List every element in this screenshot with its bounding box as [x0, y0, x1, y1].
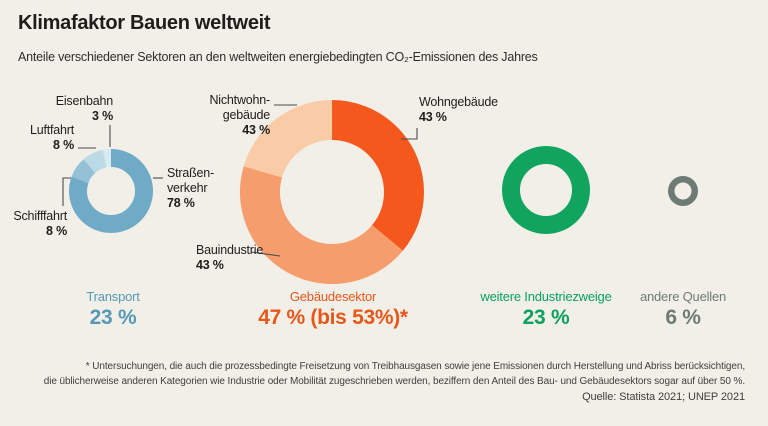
callout-nichtwohngebaeude: Nichtwohn- gebäude 43 % — [209, 93, 270, 138]
group-summary-andere-quellen: andere Quellen 6 % — [640, 289, 726, 330]
page-title: Klimafaktor Bauen weltweit — [18, 12, 271, 34]
callout-bauindustrie: Bauindustrie 43 % — [196, 243, 263, 273]
group-value-gebaeudesektor: 47 % (bis 53%)* — [258, 306, 408, 329]
donut-segment-bauindustrie — [240, 99, 424, 284]
callout-schifffahrt: Schifffahrt 8 % — [13, 209, 67, 239]
leader-line-schifffahrt — [62, 177, 71, 206]
group-label-andere-quellen: andere Quellen — [639, 289, 727, 304]
group-value-andere-quellen: 6 % — [665, 306, 701, 329]
leader-line-bauindustrie — [250, 251, 281, 257]
callout-luftfahrt-value: 8 % — [53, 138, 74, 152]
page-subtitle: Anteile verschiedener Sektoren an den we… — [18, 50, 538, 64]
group-value-transport: 23 % — [89, 306, 137, 329]
donut-segment-andere-quellen — [668, 176, 698, 206]
callout-strassenverkehr-value: 78 % — [167, 196, 195, 210]
callout-luftfahrt-label: Luftfahrt — [29, 123, 74, 137]
source-credit: Quelle: Statista 2021; UNEP 2021 — [582, 391, 745, 403]
leader-line-wohngebaeude — [401, 128, 418, 140]
callout-bauindustrie-label: Bauindustrie — [196, 243, 264, 257]
donut-segment-weitere-industriezweige — [502, 146, 590, 234]
callout-schifffahrt-label: Schifffahrt — [13, 209, 67, 223]
donut-segment-strassenverkehr — [69, 149, 153, 233]
callout-strassenverkehr: Straßen- verkehr 78 % — [167, 166, 214, 211]
callout-schifffahrt-value: 8 % — [46, 224, 67, 238]
group-summary-transport: Transport 23 % — [86, 289, 140, 330]
callout-strassenverkehr-label-1: Straßen- — [167, 166, 215, 180]
callout-luftfahrt: Luftfahrt 8 % — [30, 123, 74, 153]
callout-eisenbahn-value: 3 % — [92, 109, 113, 123]
callout-wohngebaeude-label: Wohngebäude — [419, 95, 498, 109]
callout-strassenverkehr-label-2: verkehr — [167, 181, 208, 195]
group-value-weitere-industriezweige: 23 % — [522, 306, 570, 329]
callout-nichtwohngebaeude-label-2: gebäude — [222, 108, 270, 122]
callout-wohngebaeude-value: 43 % — [419, 110, 447, 124]
donut-segment-luftfahrt — [69, 149, 153, 234]
group-label-gebaeudesektor: Gebäudesektor — [289, 289, 377, 304]
callout-eisenbahn: Eisenbahn 3 % — [56, 94, 113, 124]
group-label-weitere-industriezweige: weitere Industriezweige — [480, 289, 612, 304]
leader-lines — [62, 104, 418, 257]
footnote-line-1: * Untersuchungen, die auch die prozessbe… — [85, 361, 745, 372]
footnote: * Untersuchungen, die auch die prozessbe… — [44, 360, 745, 389]
callout-eisenbahn-label: Eisenbahn — [55, 94, 113, 108]
callout-nichtwohngebaeude-value: 43 % — [242, 123, 270, 137]
group-summary-weitere-industriezweige: weitere Industriezweige 23 % — [480, 289, 611, 330]
donut-segment-schifffahrt — [69, 149, 153, 234]
donut-segment-eisenbahn — [69, 149, 153, 233]
group-summary-gebaeudesektor: Gebäudesektor 47 % (bis 53%)* — [258, 289, 408, 330]
callout-wohngebaeude: Wohngebäude 43 % — [419, 95, 498, 125]
group-label-transport: Transport — [86, 289, 140, 304]
footnote-line-2: die üblicherweise anderen Kategorien wie… — [43, 375, 745, 387]
callout-bauindustrie-value: 43 % — [196, 258, 224, 272]
callout-nichtwohngebaeude-label-1: Nichtwohn- — [209, 93, 270, 107]
donut-segment-nichtwohngebaeude — [240, 99, 424, 284]
donut-rings — [69, 99, 698, 284]
